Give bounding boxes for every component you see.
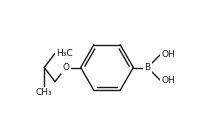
Text: OH: OH bbox=[161, 76, 175, 85]
Text: B: B bbox=[144, 63, 151, 72]
Text: H₃C: H₃C bbox=[56, 49, 73, 58]
Text: O: O bbox=[62, 63, 69, 72]
Text: CH₃: CH₃ bbox=[36, 88, 53, 97]
Text: OH: OH bbox=[161, 50, 175, 59]
